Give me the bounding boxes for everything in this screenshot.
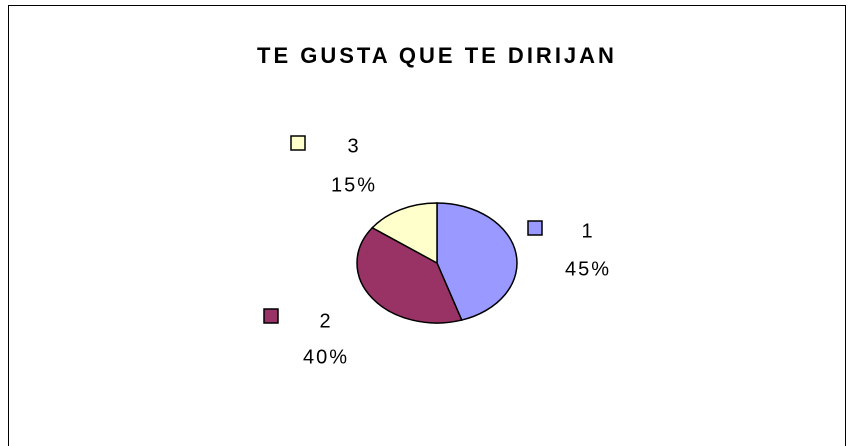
pie-slice <box>356 226 463 324</box>
slice-category-label: 1 <box>581 220 594 242</box>
legend-swatch <box>263 308 279 324</box>
slice-category-label: 3 <box>347 135 360 157</box>
pie-slice <box>436 202 518 321</box>
legend-swatch <box>527 220 543 236</box>
legend-swatch <box>290 135 306 151</box>
slice-category-label: 2 <box>319 310 332 332</box>
pie-slice <box>371 202 438 265</box>
slice-value-label: 40% <box>303 346 349 368</box>
slice-value-label: 45% <box>565 258 611 280</box>
chart-title: TE GUSTA QUE TE DIRIJAN <box>257 43 617 68</box>
slice-value-label: 15% <box>331 174 377 196</box>
